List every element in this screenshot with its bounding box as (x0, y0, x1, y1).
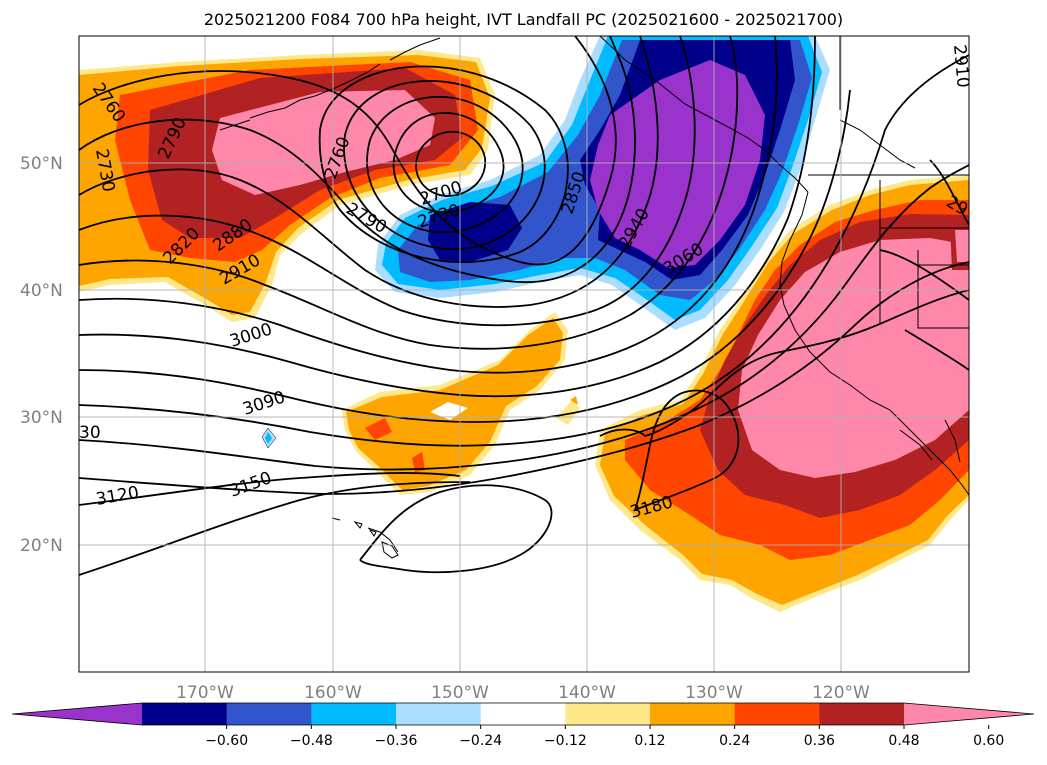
positive-anomaly-west-coast (595, 175, 969, 612)
colorbar-tick-label: −0.36 (375, 733, 418, 749)
colorbar-tick-label: 0.48 (888, 733, 919, 749)
colorbar-tick-label: −0.12 (544, 733, 587, 749)
latitude-labels: 50°N 40°N 30°N 20°N (20, 154, 63, 556)
positive-anomaly-subtropical (342, 312, 580, 495)
lon-label: 170°W (176, 683, 234, 703)
colorbar: −0.60 −0.48 −0.36 −0.24 −0.12 0.12 0.24 0.36 0.4… (11, 702, 1035, 749)
contour-label: 30 (79, 423, 101, 443)
lon-label: 130°W (685, 683, 743, 703)
colorbar-tick-label: 0.12 (634, 733, 665, 749)
colorbar-extend-high (904, 703, 1034, 725)
colorbar-segment (226, 703, 312, 725)
colorbar-tick-label: 0.36 (804, 733, 835, 749)
colorbar-segment (650, 703, 736, 725)
coastlines (219, 36, 969, 553)
map-panel: 2760 2730 2790 2760 2700 2730 2790 2820 … (79, 36, 973, 672)
colorbar-segment (311, 703, 397, 725)
map-title: 2025021200 F084 700 hPa height, IVT Land… (203, 10, 844, 29)
map-frame (78, 35, 970, 673)
lon-label: 160°W (304, 683, 362, 703)
colorbar-segment (142, 703, 228, 725)
lat-label: 50°N (20, 154, 63, 174)
colorbar-segment (734, 703, 820, 725)
colorbar-tick-label: −0.60 (205, 733, 248, 749)
longitude-labels: 170°W 160°W 150°W 140°W 130°W 120°W (176, 683, 870, 703)
lon-label: 120°W (812, 683, 870, 703)
colorbar-segment (819, 703, 905, 725)
colorbar-tick-label: −0.24 (459, 733, 502, 749)
lat-label: 40°N (20, 281, 63, 301)
lon-label: 150°W (431, 683, 489, 703)
lat-label: 30°N (20, 408, 63, 428)
colorbar-segment (396, 703, 482, 725)
colorbar-tick-label: −0.48 (290, 733, 333, 749)
height-contours (79, 36, 969, 576)
contour-label: 2910 (949, 44, 973, 89)
colorbar-segment (480, 703, 566, 725)
colorbar-tick-label: 0.24 (719, 733, 750, 749)
colorbar-tick-label: 0.60 (973, 733, 1004, 749)
negative-anomaly-gulf-of-alaska (375, 36, 830, 330)
lon-label: 140°W (558, 683, 616, 703)
colorbar-extend-low (12, 703, 142, 725)
graticule (79, 36, 969, 672)
lat-label: 20°N (20, 536, 63, 556)
colorbar-segment (565, 703, 651, 725)
